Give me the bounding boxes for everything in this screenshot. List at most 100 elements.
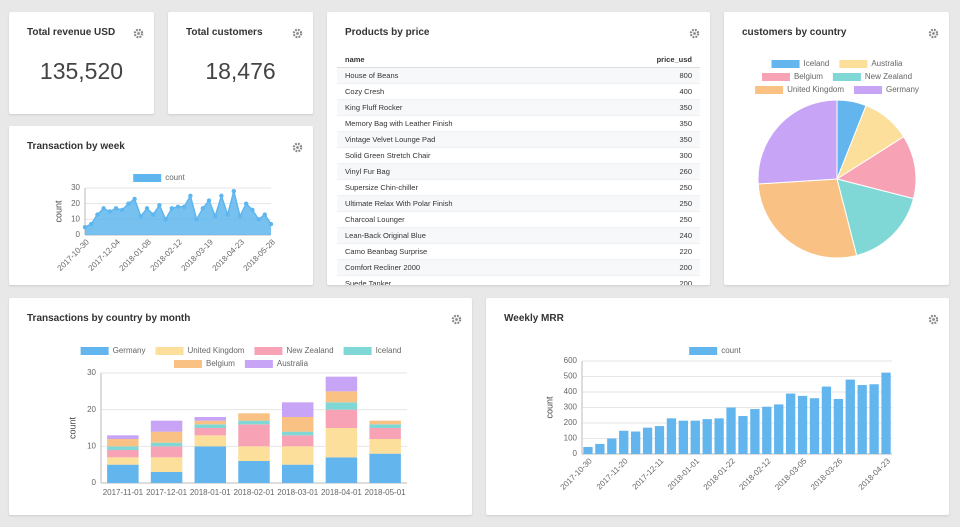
product-name: Lean-Back Original Blue <box>337 227 594 244</box>
product-price: 250 <box>593 179 700 196</box>
bar-segment <box>281 464 314 483</box>
y-tick-label: 30 <box>87 368 96 377</box>
bar <box>833 398 843 454</box>
card-title: Weekly MRR <box>504 313 564 324</box>
point <box>163 217 168 222</box>
table-row: Camo Beanbag Surprise 220 <box>337 243 700 260</box>
settings-icon[interactable] <box>928 314 939 325</box>
product-price: 300 <box>593 147 700 164</box>
bar <box>809 398 820 454</box>
column-header: price_usd <box>593 52 700 68</box>
bar-segment <box>150 420 183 432</box>
bar <box>797 395 808 454</box>
bar-segment <box>238 424 270 447</box>
card-title: Total revenue USD <box>27 27 116 38</box>
settings-icon[interactable] <box>292 142 303 153</box>
y-tick-label: 300 <box>564 403 578 412</box>
legend-label: Australia <box>277 359 309 368</box>
bar <box>762 406 772 454</box>
bar-segment <box>238 461 270 483</box>
column-header: name <box>337 52 594 68</box>
table-row: Solid Green Stretch Chair 300 <box>337 147 700 164</box>
table-row: Comfort Recliner 2000 200 <box>337 259 700 276</box>
legend-swatch <box>839 60 868 68</box>
kpi-card: Total customers 18,476 <box>168 12 313 114</box>
table-row: King Fluff Rocker 350 <box>337 99 700 116</box>
settings-icon[interactable] <box>689 28 700 39</box>
legend-swatch <box>80 347 109 355</box>
product-price: 350 <box>593 115 700 132</box>
point <box>225 212 230 217</box>
bar <box>714 418 724 454</box>
product-name: Solid Green Stretch Chair <box>337 147 594 164</box>
chart: 0 10 20 30 count Germany United Kingdom New Zea… <box>67 346 407 497</box>
table-row: Vintage Velvet Lounge Pad 350 <box>337 131 700 148</box>
x-tick-label: 2018-02-12 <box>149 237 185 273</box>
product-name: Suede Tanker <box>337 275 594 285</box>
point <box>151 212 156 217</box>
point <box>82 224 88 230</box>
point <box>182 204 187 209</box>
settings-icon[interactable] <box>133 28 144 39</box>
product-price: 350 <box>593 99 700 116</box>
bar-segment <box>325 428 358 458</box>
point <box>89 221 94 227</box>
legend-swatch <box>689 347 718 355</box>
product-name: Cozy Cresh <box>337 83 594 100</box>
y-tick-label: 0 <box>76 230 81 239</box>
x-tick-label: 2017-11-01 <box>103 488 144 497</box>
product-price: 800 <box>593 67 700 84</box>
area <box>85 191 271 235</box>
chart-card: Transaction by week 0 10 20 30 count count 201… <box>9 126 313 285</box>
table-row: Lean-Back Original Blue 240 <box>337 227 700 244</box>
bar <box>595 443 605 454</box>
bar <box>583 447 593 454</box>
bar <box>654 426 665 454</box>
bar <box>857 385 867 454</box>
point <box>95 212 100 217</box>
chart: Iceland Australia Belgium New Zealand United… <box>755 59 919 259</box>
x-tick-label: 2018-02-12 <box>737 456 773 492</box>
point <box>169 206 174 211</box>
chart: 0102030countcount2017-10-302017-12-04201… <box>53 173 277 273</box>
y-tick-label: 0 <box>92 478 97 487</box>
legend-label: Iceland <box>804 59 830 68</box>
legend-swatch <box>761 73 790 81</box>
legend-label: New Zealand <box>286 346 333 355</box>
legend-swatch <box>343 347 372 355</box>
y-tick-label: 100 <box>564 434 578 443</box>
bar <box>690 420 700 454</box>
legend-label: United Kingdom <box>188 346 245 355</box>
bar-segment <box>281 417 314 432</box>
legend-label: count <box>721 346 741 355</box>
y-tick-label: 600 <box>564 356 578 365</box>
bar-segment <box>238 420 270 425</box>
settings-icon[interactable] <box>928 28 939 39</box>
pie-slice <box>836 178 915 257</box>
product-name: Camo Beanbag Surprise <box>337 243 594 260</box>
legend-swatch <box>832 73 861 81</box>
bar <box>666 418 677 454</box>
bar-segment <box>325 391 358 403</box>
product-name: Vinyl Fur Bag <box>337 163 594 180</box>
card-title: Total customers <box>186 27 263 38</box>
bar-segment <box>150 446 183 458</box>
bar-segment <box>107 439 139 447</box>
kpi-value: 18,476 <box>205 58 276 84</box>
table-card: Products by price name price_usd House o… <box>327 12 710 285</box>
product-price: 250 <box>593 195 700 212</box>
legend-swatch <box>755 86 784 94</box>
legend-label: Belgium <box>794 72 823 81</box>
settings-icon[interactable] <box>451 314 462 325</box>
bar-segment <box>369 424 401 428</box>
legend-swatch <box>771 60 800 68</box>
product-name: Charcoal Lounger <box>337 211 594 228</box>
x-tick-label: 2018-03-05 <box>773 456 809 492</box>
product-price: 250 <box>593 211 700 228</box>
settings-icon[interactable] <box>292 28 303 39</box>
point <box>244 201 249 206</box>
point <box>138 214 143 219</box>
table-row: Charcoal Lounger 250 <box>337 211 700 228</box>
product-name: Supersize Chin-chiller <box>337 179 594 196</box>
